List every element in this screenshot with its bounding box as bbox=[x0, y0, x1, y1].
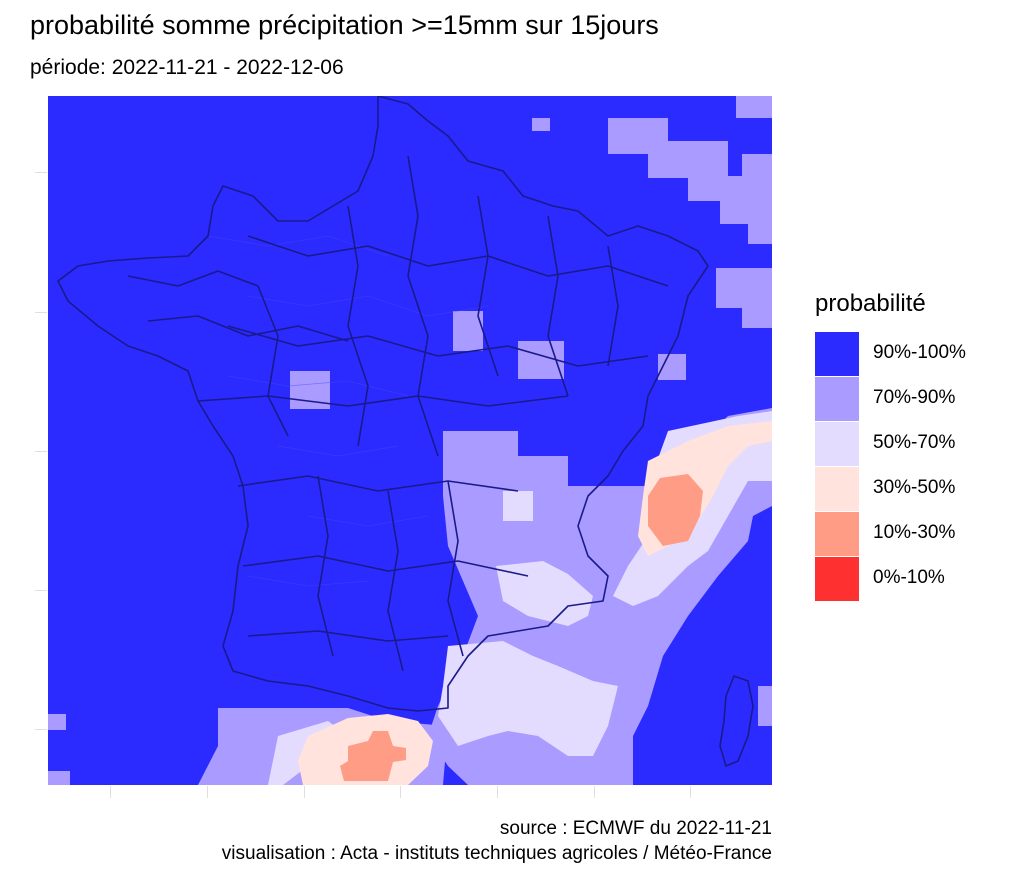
legend-swatch bbox=[815, 422, 859, 466]
legend-title: probabilité bbox=[815, 290, 926, 317]
precipitation-probability-map bbox=[48, 96, 772, 785]
y-axis-tick bbox=[35, 590, 47, 591]
x-axis-tick bbox=[207, 786, 208, 798]
x-axis-tick bbox=[304, 786, 305, 798]
legend-item: 30%-50% bbox=[815, 467, 1015, 511]
legend-label: 50%-70% bbox=[873, 432, 956, 453]
y-axis-tick bbox=[35, 729, 47, 730]
legend-swatch bbox=[815, 332, 859, 376]
region-grid-lines bbox=[207, 235, 489, 587]
legend-label: 30%-50% bbox=[873, 477, 956, 498]
legend-label: 90%-100% bbox=[873, 342, 966, 363]
x-axis-tick bbox=[594, 786, 595, 798]
visualisation-caption: visualisation : Acta - instituts techniq… bbox=[221, 843, 772, 864]
map-subtitle: période: 2022-11-21 - 2022-12-06 bbox=[30, 56, 344, 79]
legend-item: 50%-70% bbox=[815, 422, 1015, 466]
legend-item: 0%-10% bbox=[815, 557, 1015, 601]
map-background-90-100 bbox=[48, 96, 772, 785]
legend-item: 70%-90% bbox=[815, 377, 1015, 421]
legend-label: 70%-90% bbox=[873, 387, 956, 408]
x-axis-tick bbox=[690, 786, 691, 798]
legend-swatch bbox=[815, 557, 859, 601]
legend-swatch bbox=[815, 377, 859, 421]
source-caption: source : ECMWF du 2022-11-21 bbox=[499, 818, 772, 839]
department-boundaries bbox=[57, 96, 709, 712]
probability-10-30-zones bbox=[340, 474, 703, 781]
legend-swatch bbox=[815, 512, 859, 556]
x-axis-tick bbox=[497, 786, 498, 798]
x-axis-tick bbox=[400, 786, 401, 798]
legend-label: 0%-10% bbox=[873, 567, 945, 588]
corsica-outline bbox=[719, 674, 754, 768]
map-title: probabilité somme précipitation >=15mm s… bbox=[30, 10, 659, 40]
legend-label: 10%-30% bbox=[873, 522, 956, 543]
y-axis-tick bbox=[35, 451, 47, 452]
legend-swatch bbox=[815, 467, 859, 511]
legend-item: 90%-100% bbox=[815, 332, 1015, 376]
y-axis-tick bbox=[35, 172, 47, 173]
y-axis-tick bbox=[35, 312, 47, 313]
x-axis-tick bbox=[110, 786, 111, 798]
legend-item: 10%-30% bbox=[815, 512, 1015, 556]
